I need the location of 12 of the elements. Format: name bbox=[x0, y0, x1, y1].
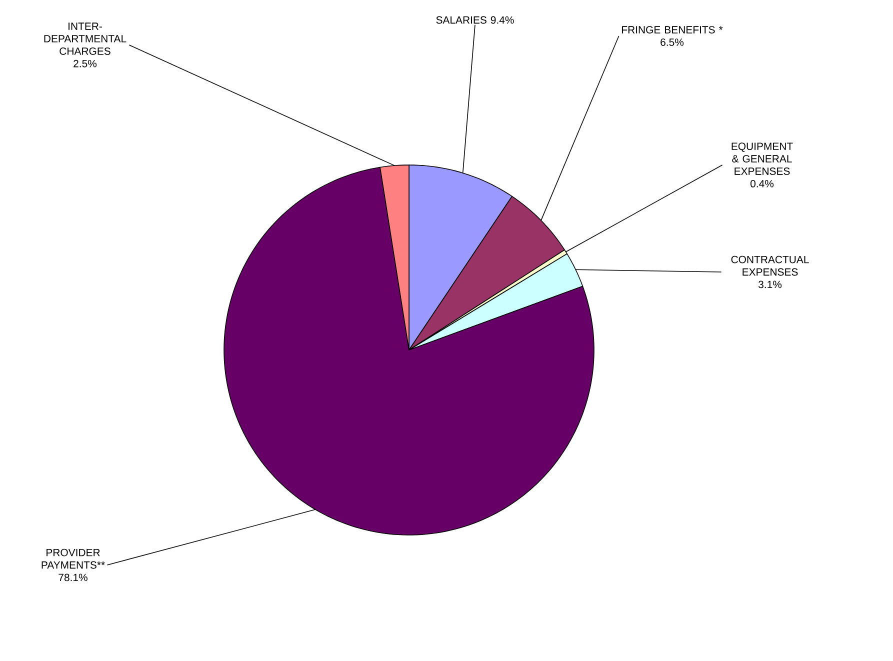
slice-label: SALARIES bbox=[436, 16, 486, 24]
data-label: 9.4% bbox=[490, 16, 514, 24]
data-label: 78.1% bbox=[58, 574, 88, 582]
data-label: 2.5% bbox=[74, 60, 97, 68]
slice-label: PROVIDER PAYMENTS** bbox=[42, 548, 105, 569]
data-label: 6.5% bbox=[660, 38, 684, 46]
slice-label: EQUIPMENT & GENERAL EXPENSES bbox=[732, 142, 793, 175]
data-label: 3.1% bbox=[758, 280, 782, 288]
slice-label: FRINGE BENEFITS * bbox=[622, 26, 723, 34]
slice-label: CONTRACTUAL EXPENSES bbox=[731, 256, 809, 276]
slice-label: INTER-DEPARTMENTAL CHARGES bbox=[44, 22, 126, 55]
data-label: 0.4% bbox=[750, 180, 774, 188]
